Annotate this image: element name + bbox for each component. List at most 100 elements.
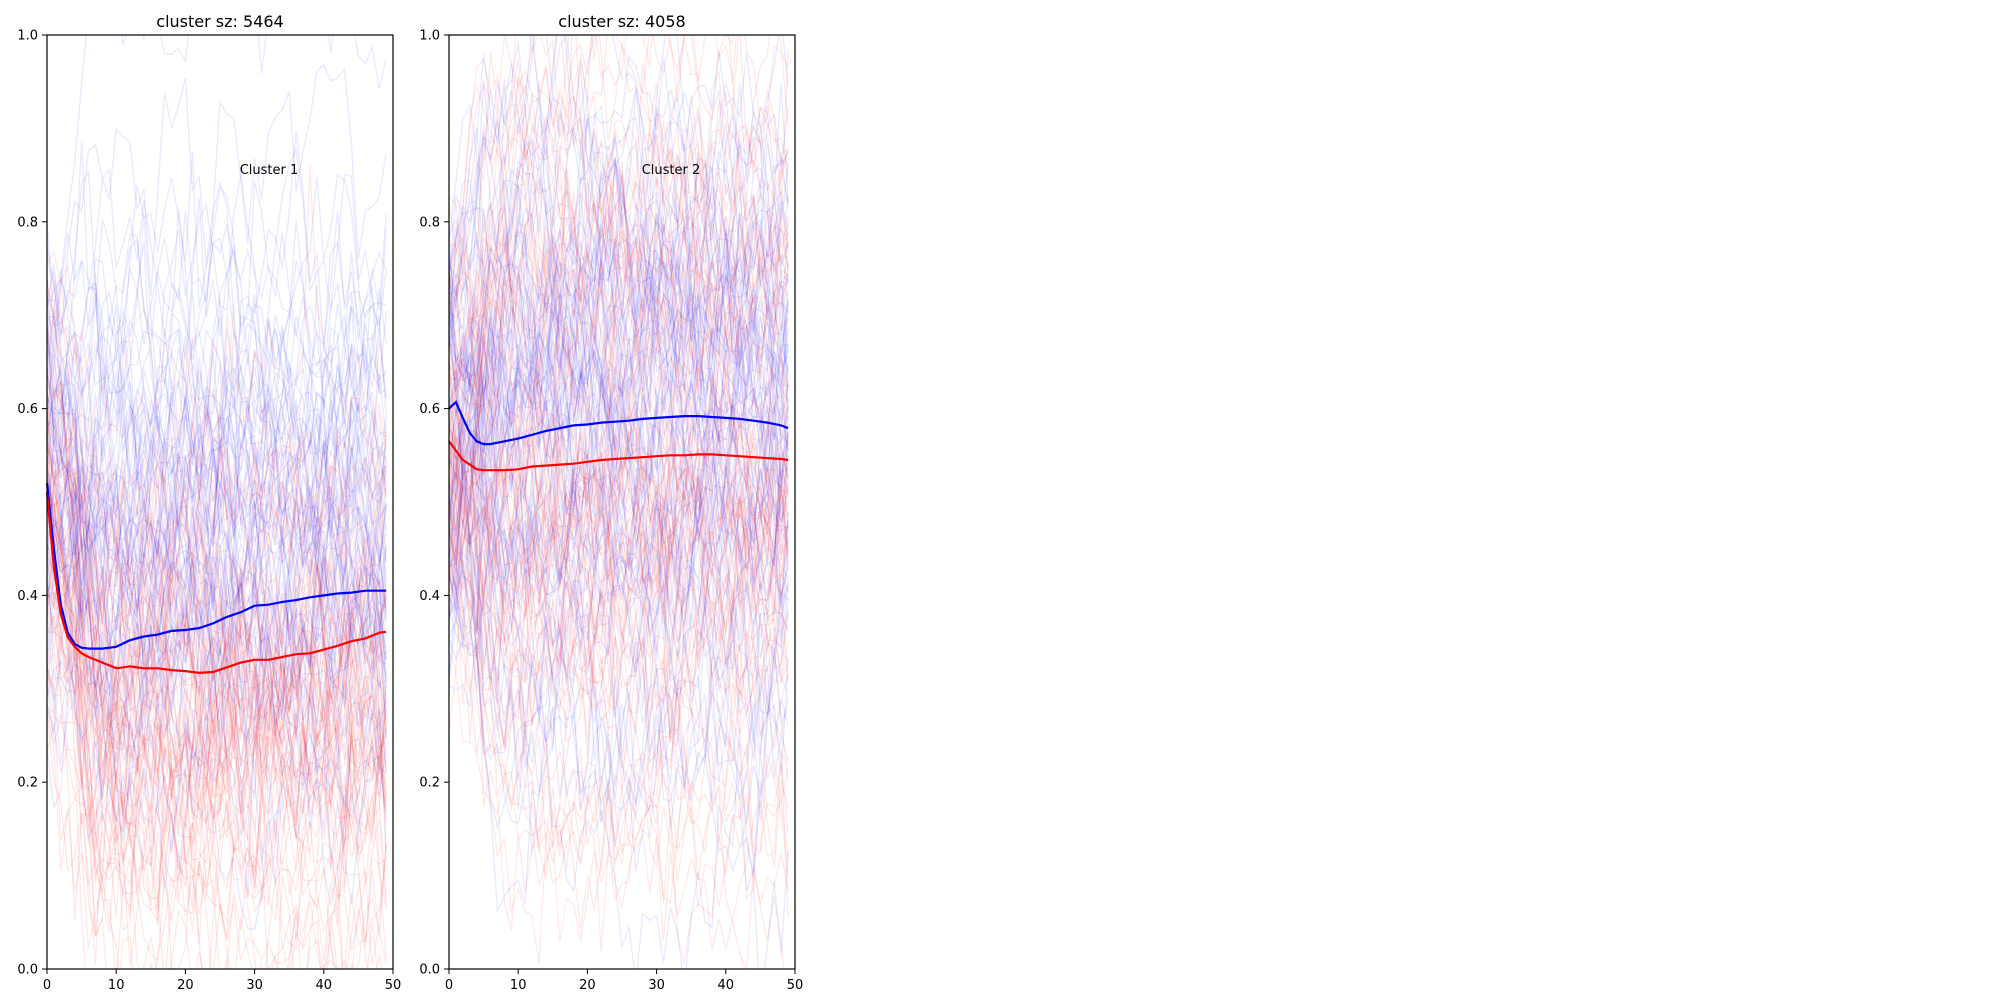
red-trace [449, 484, 789, 745]
blue-trace [449, 313, 789, 593]
blue-trace [47, 299, 387, 571]
red-trace [449, 35, 789, 567]
red-trace [449, 35, 789, 326]
red-trace [449, 45, 789, 305]
red-trace [449, 437, 789, 657]
blue-trace [47, 327, 387, 931]
red-trace [47, 375, 387, 839]
red-trace [449, 421, 789, 744]
red-trace [449, 428, 789, 608]
red-trace [449, 306, 789, 563]
red-trace [449, 160, 789, 449]
red-trace [449, 250, 789, 521]
blue-trace [449, 266, 789, 582]
red-trace [47, 480, 387, 744]
blue-trace [47, 326, 387, 702]
blue-trace [449, 297, 789, 708]
blue-trace [47, 501, 387, 745]
blue-trace [449, 357, 789, 872]
y-tick-label: 0.4 [17, 589, 38, 604]
red-trace [47, 389, 387, 737]
red-trace [449, 94, 789, 412]
blue-trace [47, 207, 387, 537]
blue-trace [449, 489, 789, 740]
blue-trace [47, 350, 387, 711]
blue-trace [449, 35, 789, 279]
axes-frame [448, 34, 796, 970]
blue-trace [449, 179, 789, 435]
blue-trace [47, 302, 387, 559]
red-trace [449, 449, 789, 759]
red-trace [449, 419, 789, 639]
red-trace [449, 202, 789, 676]
blue-trace [449, 169, 789, 375]
red-trace [449, 298, 789, 694]
blue-trace [449, 177, 789, 396]
blue-trace [449, 169, 789, 539]
red-trace [47, 541, 387, 827]
x-tick-label: 20 [579, 978, 596, 993]
blue-trace [449, 293, 789, 523]
blue-trace [47, 343, 387, 593]
red-trace [449, 465, 789, 748]
red-trace [47, 395, 387, 969]
x-tick-label: 0 [445, 978, 453, 993]
blue-trace [47, 297, 387, 747]
blue-trace [449, 449, 789, 736]
blue-trace [449, 484, 789, 848]
x-tick-label: 10 [108, 978, 125, 993]
red-trace [449, 448, 789, 684]
blue-trace [47, 379, 387, 684]
blue-trace [449, 238, 789, 504]
red-trace [47, 529, 387, 969]
red-trace [449, 334, 789, 737]
red-trace [47, 497, 387, 780]
x-tick-label: 40 [718, 978, 735, 993]
red-trace [449, 419, 789, 635]
blue-trace [449, 326, 789, 626]
red-trace [47, 336, 387, 675]
red-trace [47, 408, 387, 843]
red-trace [449, 373, 789, 570]
blue-trace [47, 414, 387, 721]
blue-trace [449, 155, 789, 471]
red-trace [47, 495, 387, 739]
red-trace [449, 35, 735, 318]
chart-title: cluster sz: 5464 [156, 12, 283, 31]
blue-trace [47, 435, 387, 664]
red-trace [449, 415, 789, 951]
blue-trace [449, 579, 789, 825]
blue-trace [47, 197, 387, 536]
red-trace [449, 176, 789, 496]
blue-trace [47, 392, 387, 614]
red-trace [47, 315, 387, 799]
y-tick-label: 0.2 [17, 776, 38, 791]
blue-trace [449, 239, 789, 465]
blue-trace [47, 233, 387, 461]
blue-trace [449, 115, 789, 573]
y-tick-label: 0.8 [17, 215, 38, 230]
red-trace [449, 433, 789, 705]
cluster-annotation: Cluster 1 [240, 163, 299, 178]
blue-trace [47, 366, 387, 713]
red-trace [47, 645, 387, 962]
blue-trace [449, 80, 789, 343]
blue-trace [449, 268, 789, 564]
y-axis-ticks: 0.0 0.2 0.4 0.6 0.8 1.0 [17, 29, 47, 978]
blue-trace [449, 216, 789, 466]
blue-trace [47, 330, 387, 591]
red-trace [47, 677, 387, 969]
blue-trace [47, 421, 387, 816]
red-trace [449, 412, 789, 941]
red-trace [449, 235, 789, 571]
blue-trace [47, 429, 387, 702]
x-tick-label: 50 [385, 978, 402, 993]
blue-trace [47, 365, 387, 623]
blue-trace [449, 102, 789, 427]
blue-trace [449, 79, 789, 342]
blue-trace [449, 216, 789, 571]
blue-trace [47, 147, 387, 608]
red-trace [449, 361, 789, 683]
blue-trace [47, 413, 387, 906]
